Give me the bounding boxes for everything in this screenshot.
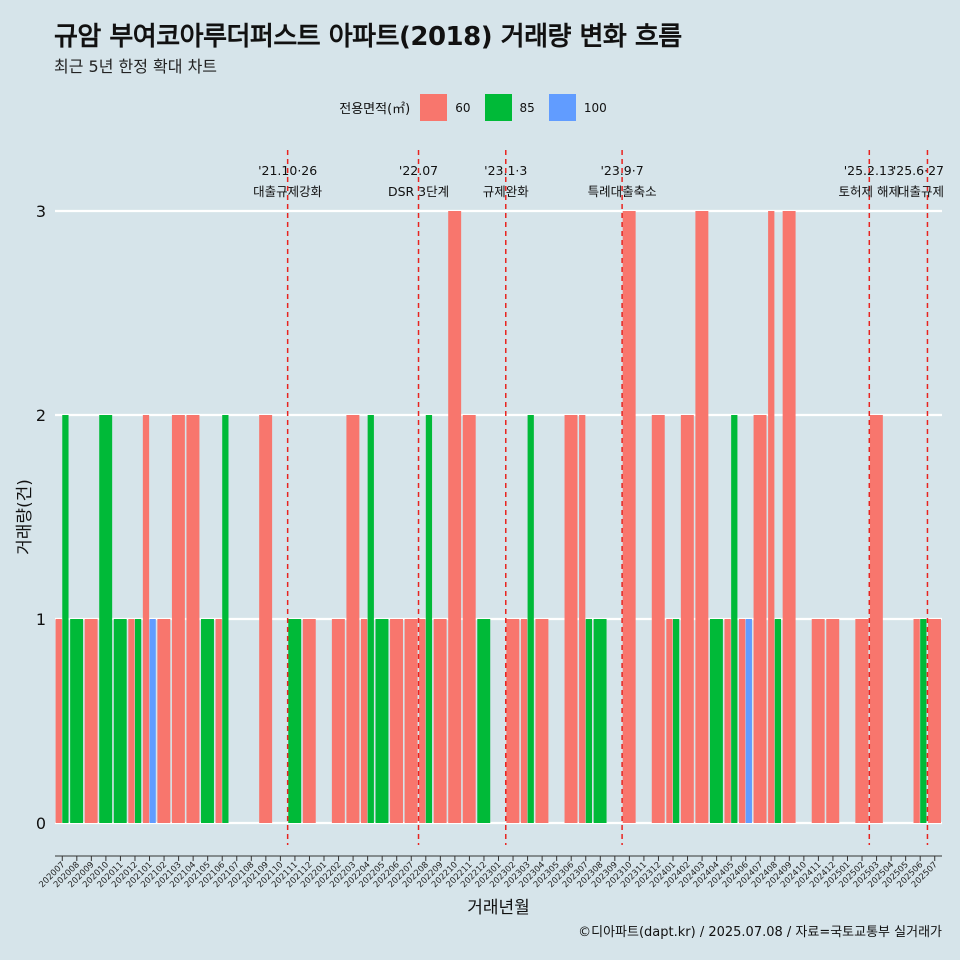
event-date: '21.10·26: [258, 163, 317, 178]
legend-item-60: 60: [420, 94, 471, 121]
y-tick-label: 0: [36, 814, 46, 833]
bar-202102-60: [157, 619, 171, 823]
legend-swatch-85: [484, 94, 512, 121]
legend-item-100: 100: [548, 94, 607, 121]
y-tick-label: 2: [36, 406, 46, 425]
bar-202112-60: [302, 619, 316, 823]
bar-202406-100: [745, 619, 752, 823]
bar-202101-60: [142, 415, 150, 823]
event-label: 토허제 해제: [839, 184, 900, 199]
bar-202008-85: [70, 619, 84, 823]
bar-202210-60: [448, 211, 462, 823]
legend-swatch-60: [420, 94, 448, 121]
bar-202106-60: [215, 619, 222, 823]
bar-202406-60: [739, 619, 746, 823]
bar-202105-85: [201, 619, 214, 823]
bar-202205-85: [375, 619, 389, 823]
bar-202409-60: [782, 211, 796, 823]
y-axis-title: 거래량(건): [15, 479, 35, 555]
bar-202010-85: [99, 415, 113, 823]
bar-202101-100: [149, 619, 156, 823]
bar-202206-60: [390, 619, 403, 823]
bar-202402-60: [680, 415, 694, 823]
event-label: 특례대출축소: [588, 184, 657, 199]
bar-202403-60: [695, 211, 709, 823]
bar-202204-60: [360, 619, 368, 823]
legend-item-85: 85: [484, 94, 535, 121]
bar-202408-85: [774, 619, 782, 823]
bar-202009-60: [84, 619, 98, 823]
bar-202302-60: [506, 619, 520, 823]
y-tick-label: 1: [36, 610, 46, 629]
bar-202307-85: [585, 619, 593, 823]
bar-202202-60: [331, 619, 345, 823]
legend-label-60: 60: [455, 100, 471, 115]
bar-202012-60: [128, 619, 135, 823]
bar-202412-60: [826, 619, 840, 823]
bar-202312-60: [651, 415, 665, 823]
bar-202209-60: [433, 619, 447, 823]
y-tick-label: 3: [36, 202, 46, 221]
event-date: '25.2.13: [844, 163, 895, 178]
bar-202211-60: [462, 415, 476, 823]
bar-202401-85: [672, 619, 680, 823]
bar-202310-60: [622, 211, 636, 823]
bar-202111-85: [288, 619, 302, 823]
legend: 전용면적(㎡) 60 85 100: [0, 94, 960, 121]
event-label: 대출규제: [898, 184, 944, 199]
legend-title: 전용면적(㎡): [339, 102, 411, 117]
bar-202104-60: [186, 415, 200, 823]
event-date: '23.1·3: [484, 163, 527, 178]
bar-202411-60: [811, 619, 825, 823]
bar-202308-85: [593, 619, 607, 823]
legend-swatch-100: [548, 94, 576, 121]
bar-202304-60: [535, 619, 549, 823]
bar-202208-60: [419, 619, 426, 823]
source-caption: ©디아파트(dapt.kr) / 2025.07.08 / 자료=국토교통부 실…: [578, 925, 942, 940]
bar-202207-60: [404, 619, 418, 823]
bar-202007-60: [55, 619, 62, 823]
legend-label-100: 100: [583, 100, 607, 115]
event-date: '23.9·7: [600, 163, 643, 178]
bar-202405-85: [731, 415, 738, 823]
x-axis-title: 거래년월: [467, 898, 530, 918]
bar-202503-60: [869, 415, 883, 823]
bar-202401-60: [666, 619, 673, 823]
event-date: '25.6·27: [893, 163, 944, 178]
bar-202506-60: [913, 619, 920, 823]
event-label: 대출규제강화: [253, 184, 323, 199]
bar-202407-60: [753, 415, 767, 823]
bar-202502-60: [855, 619, 869, 823]
chart-title: 규암 부여코아루더퍼스트 아파트(2018) 거래량 변화 흐름: [54, 22, 682, 52]
bar-202506-85: [920, 619, 927, 823]
bar-202303-85: [527, 415, 534, 823]
legend-label-85: 85: [519, 100, 535, 115]
bar-202106-85: [222, 415, 229, 823]
bar-202204-85: [367, 415, 374, 823]
bar-202103-60: [171, 415, 185, 823]
event-date: '22.07: [399, 163, 438, 178]
bar-202212-85: [477, 619, 491, 823]
bar-202007-85: [62, 415, 69, 823]
chart-subtitle: 최근 5년 한정 확대 차트: [54, 57, 218, 76]
bar-202408-60: [768, 211, 775, 823]
bar-202507-60: [928, 619, 941, 823]
bar-202404-85: [709, 619, 723, 823]
bar-202109-60: [259, 415, 273, 823]
bar-202203-60: [346, 415, 360, 823]
bar-202306-60: [564, 415, 578, 823]
event-label: 규제완화: [483, 184, 530, 199]
bar-202208-85: [425, 415, 433, 823]
bar-202011-85: [113, 619, 127, 823]
bar-202303-60: [520, 619, 528, 823]
bar-202405-60: [724, 619, 731, 823]
bar-202012-85: [134, 619, 142, 823]
bar-202307-60: [579, 415, 586, 823]
event-label: DSR 3단계: [388, 184, 449, 199]
